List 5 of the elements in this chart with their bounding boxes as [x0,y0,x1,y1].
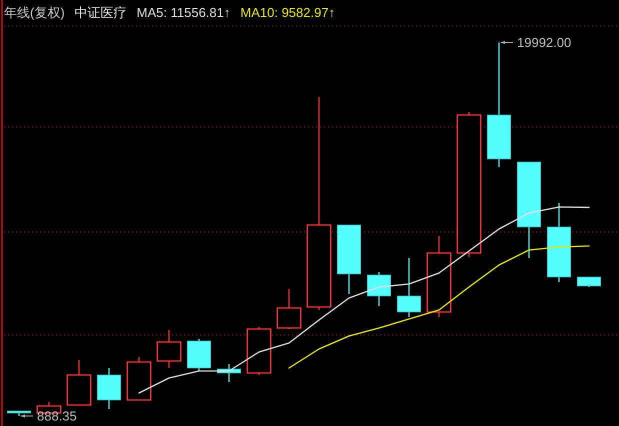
annotation: 19992.00 [517,35,572,50]
text: MA5: 11556.81↑ [136,5,230,20]
chart-title: 年线(复权) [4,5,65,20]
chart-subtitle: 中证医疗 [74,5,127,20]
text: MA10: 9582.97↑ [240,5,336,20]
